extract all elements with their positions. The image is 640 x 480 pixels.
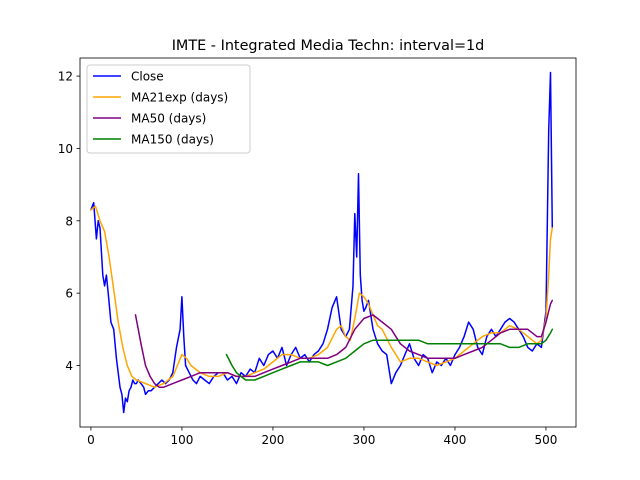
x-tick-label: 0 (87, 433, 95, 447)
x-axis: 0 100 200 300 400 500 (87, 427, 557, 447)
plot-frame (79, 57, 577, 428)
x-tick-label: 500 (535, 433, 558, 447)
chart-title: IMTE - Integrated Media Techn: interval=… (172, 38, 485, 54)
y-tick-label: 8 (65, 214, 73, 228)
series-line-1 (90, 71, 554, 414)
legend-label-2: MA21exp (days) (131, 91, 228, 105)
series-line-3 (134, 299, 554, 388)
x-tick-label: 100 (170, 433, 193, 447)
legend-label-3: MA50 (days) (131, 112, 206, 126)
series-line-2 (90, 205, 554, 388)
series-line-4 (225, 328, 554, 381)
x-tick-label: 300 (352, 433, 375, 447)
legend-box (86, 64, 251, 154)
x-tick-label: 200 (261, 433, 284, 447)
y-tick-label: 4 (65, 359, 73, 373)
legend: Close MA21exp (days) MA50 (days) MA150 (day… (86, 64, 251, 154)
legend-label-4: MA150 (days) (131, 133, 214, 147)
y-tick-label: 10 (58, 142, 73, 156)
y-axis: 4 6 8 10 12 (58, 70, 80, 373)
y-tick-label: 12 (58, 70, 73, 84)
x-tick-label: 400 (444, 433, 467, 447)
plot-lines (90, 71, 554, 414)
legend-items: Close MA21exp (days) MA50 (days) MA150 (day… (93, 70, 228, 147)
y-tick-label: 6 (65, 287, 73, 301)
legend-label-1: Close (131, 70, 164, 84)
